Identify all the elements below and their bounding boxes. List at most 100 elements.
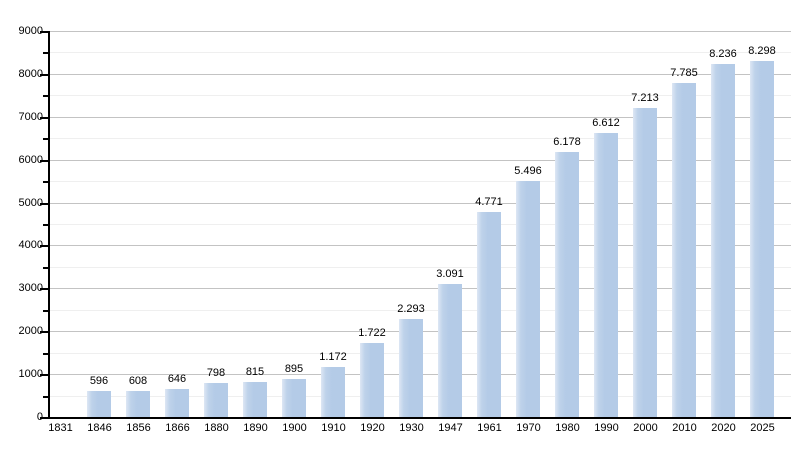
major-gridline-9000 — [50, 31, 791, 32]
y-tick-7000 — [40, 117, 48, 119]
bar-1856 — [126, 391, 150, 417]
bar-1920 — [360, 343, 384, 417]
y-axis-line — [48, 31, 50, 419]
y-tick-5000 — [40, 203, 48, 205]
y-tick-label-8000: 8000 — [18, 68, 43, 80]
bar-value-label-1970: 5.496 — [514, 165, 542, 177]
x-tick-label-2025: 2025 — [750, 422, 775, 434]
x-tick-label-2000: 2000 — [633, 422, 658, 434]
bar-value-label-2025: 8.298 — [748, 45, 776, 57]
bar-value-label-1890: 815 — [245, 366, 265, 378]
y-tick-9000 — [40, 31, 48, 33]
minor-gridline-5500 — [50, 181, 791, 182]
bar-1866 — [165, 389, 189, 417]
x-axis-line — [48, 417, 791, 419]
x-tick-label-1831: 1831 — [48, 422, 73, 434]
x-tick-label-1930: 1930 — [399, 422, 424, 434]
x-tick-label-1846: 1846 — [87, 422, 112, 434]
y-tick-1500 — [43, 353, 48, 355]
x-tick-label-1990: 1990 — [594, 422, 619, 434]
x-tick-label-1856: 1856 — [126, 422, 151, 434]
bar-1990 — [594, 133, 618, 417]
bar-value-label-2000: 7.213 — [631, 92, 659, 104]
bar-value-label-1866: 646 — [167, 373, 187, 385]
bar-1890 — [243, 382, 267, 417]
bar-value-label-1910: 1.172 — [319, 351, 347, 363]
bar-value-label-1900: 895 — [284, 363, 304, 375]
x-tick-label-1920: 1920 — [360, 422, 385, 434]
bar-value-label-1947: 3.091 — [436, 268, 464, 280]
minor-gridline-3500 — [50, 267, 791, 268]
bar-1880 — [204, 383, 228, 417]
minor-gridline-6500 — [50, 138, 791, 139]
bar-1980 — [555, 152, 579, 417]
x-tick-label-2020: 2020 — [711, 422, 736, 434]
minor-gridline-7500 — [50, 95, 791, 96]
x-tick-label-1900: 1900 — [282, 422, 307, 434]
y-tick-label-7000: 7000 — [18, 111, 43, 123]
y-tick-label-1000: 1000 — [18, 368, 43, 380]
bar-value-label-1930: 2.293 — [397, 303, 425, 315]
bar-1930 — [399, 319, 423, 417]
y-tick-label-6000: 6000 — [18, 154, 43, 166]
bar-value-label-2020: 8.236 — [709, 48, 737, 60]
y-tick-500 — [43, 396, 48, 398]
minor-gridline-4500 — [50, 224, 791, 225]
y-tick-label-5000: 5000 — [18, 197, 43, 209]
bar-1900 — [282, 379, 306, 417]
y-tick-label-9000: 9000 — [18, 25, 43, 37]
major-gridline-8000 — [50, 74, 791, 75]
y-tick-label-2000: 2000 — [18, 325, 43, 337]
x-tick-label-1980: 1980 — [555, 422, 580, 434]
minor-gridline-2500 — [50, 310, 791, 311]
bar-value-label-1880: 798 — [206, 367, 226, 379]
y-tick-5500 — [43, 181, 48, 183]
major-gridline-3000 — [50, 288, 791, 289]
y-tick-2500 — [43, 310, 48, 312]
bar-1910 — [321, 367, 345, 417]
x-tick-label-1910: 1910 — [321, 422, 346, 434]
major-gridline-7000 — [50, 117, 791, 118]
bar-1961 — [477, 212, 501, 417]
bar-value-label-1961: 4.771 — [475, 196, 503, 208]
major-gridline-5000 — [50, 203, 791, 204]
y-tick-1000 — [40, 374, 48, 376]
bar-value-label-1856: 608 — [128, 375, 148, 387]
x-tick-label-1961: 1961 — [477, 422, 502, 434]
y-tick-6000 — [40, 160, 48, 162]
bar-2020 — [711, 64, 735, 417]
y-tick-3000 — [40, 288, 48, 290]
y-tick-label-0: 0 — [36, 411, 43, 423]
y-tick-label-4000: 4000 — [18, 239, 43, 251]
y-tick-8500 — [43, 52, 48, 54]
bar-value-label-1846: 596 — [89, 375, 109, 387]
y-tick-2000 — [40, 331, 48, 333]
y-tick-8000 — [40, 74, 48, 76]
bar-value-label-1920: 1.722 — [358, 327, 386, 339]
y-tick-0 — [40, 417, 48, 419]
bar-2025 — [750, 61, 774, 417]
bar-value-label-2010: 7.785 — [670, 67, 698, 79]
minor-gridline-8500 — [50, 52, 791, 53]
x-tick-label-1880: 1880 — [204, 422, 229, 434]
x-tick-label-1947: 1947 — [438, 422, 463, 434]
x-tick-label-1970: 1970 — [516, 422, 541, 434]
y-tick-7500 — [43, 95, 48, 97]
y-tick-6500 — [43, 138, 48, 140]
x-tick-label-2010: 2010 — [672, 422, 697, 434]
major-gridline-4000 — [50, 245, 791, 246]
y-tick-4000 — [40, 245, 48, 247]
y-tick-4500 — [43, 224, 48, 226]
bar-1947 — [438, 284, 462, 417]
x-tick-label-1866: 1866 — [165, 422, 190, 434]
x-tick-label-1890: 1890 — [243, 422, 268, 434]
y-tick-3500 — [43, 267, 48, 269]
bar-value-label-1990: 6.612 — [592, 117, 620, 129]
bar-1970 — [516, 181, 540, 417]
bar-2000 — [633, 108, 657, 417]
major-gridline-6000 — [50, 160, 791, 161]
bar-1846 — [87, 391, 111, 417]
bar-2010 — [672, 83, 696, 417]
y-tick-label-3000: 3000 — [18, 282, 43, 294]
